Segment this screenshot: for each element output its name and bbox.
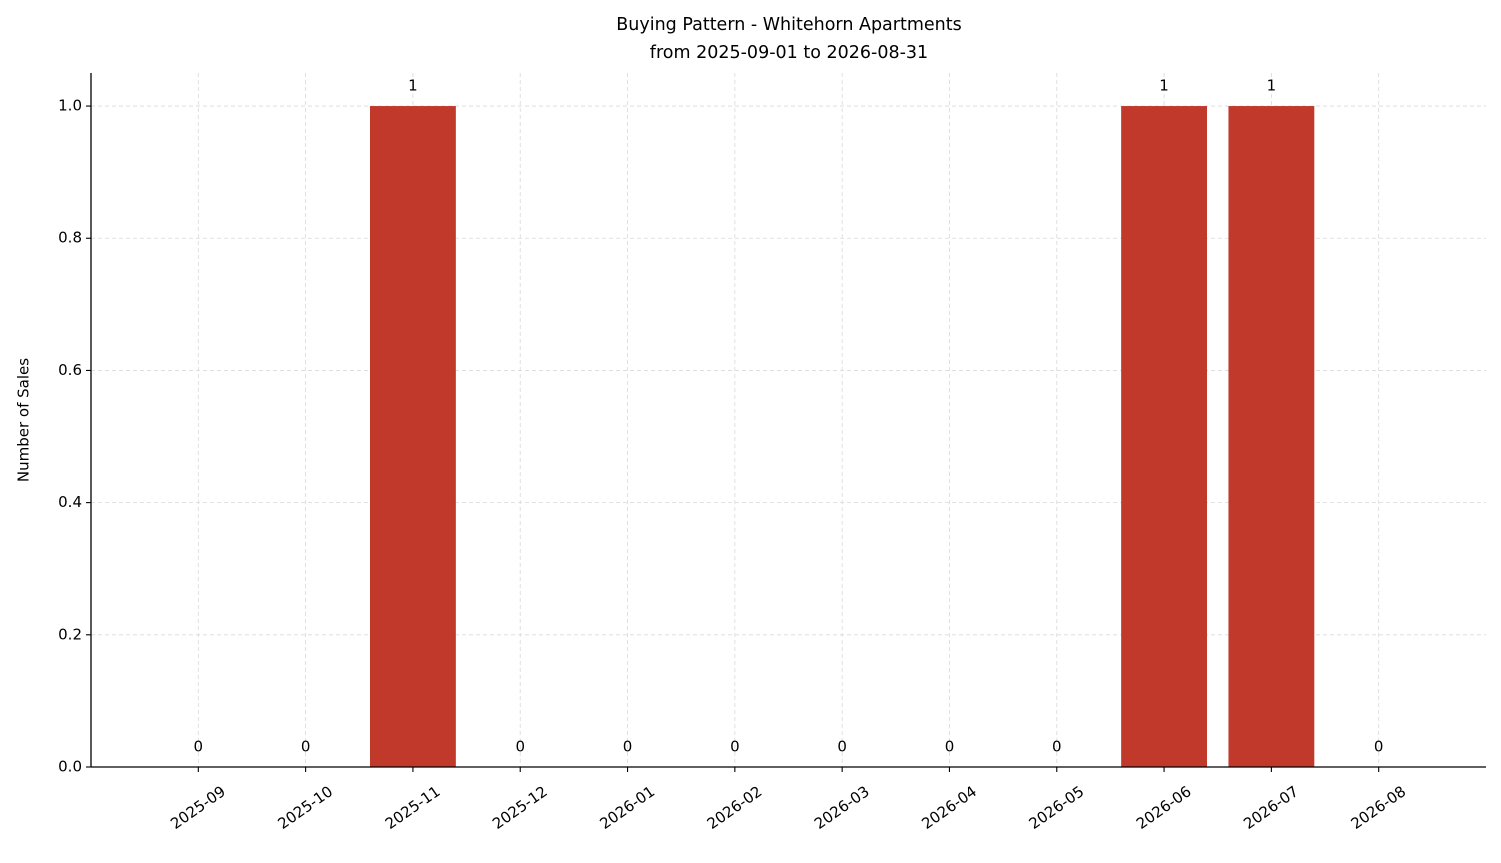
value-label: 0 bbox=[730, 738, 740, 756]
value-label: 0 bbox=[301, 738, 311, 756]
y-tick-label: 0.2 bbox=[58, 625, 82, 643]
chart-subtitle: from 2025-09-01 to 2026-08-31 bbox=[650, 43, 928, 63]
y-axis-label: Number of Sales bbox=[15, 358, 33, 482]
value-label: 0 bbox=[515, 738, 525, 756]
y-tick-label: 0.8 bbox=[58, 229, 82, 247]
bar bbox=[370, 106, 456, 768]
value-label: 1 bbox=[1159, 77, 1169, 95]
value-label: 0 bbox=[623, 738, 633, 756]
value-label: 1 bbox=[1267, 77, 1277, 95]
bar bbox=[1228, 106, 1315, 768]
value-label: 0 bbox=[945, 738, 955, 756]
value-label: 0 bbox=[1374, 738, 1384, 756]
y-tick-label: 1.0 bbox=[58, 97, 82, 115]
y-tick-label: 0.6 bbox=[58, 361, 82, 379]
y-tick-label: 0.4 bbox=[58, 493, 82, 511]
bar bbox=[1121, 106, 1207, 768]
y-tick-label: 0.0 bbox=[58, 758, 82, 776]
value-label: 0 bbox=[837, 738, 847, 756]
chart-title: Buying Pattern - Whitehorn Apartments bbox=[616, 15, 961, 35]
value-label: 0 bbox=[194, 738, 204, 756]
value-label: 1 bbox=[408, 77, 418, 95]
value-label: 0 bbox=[1052, 738, 1062, 756]
marks bbox=[370, 106, 1315, 768]
